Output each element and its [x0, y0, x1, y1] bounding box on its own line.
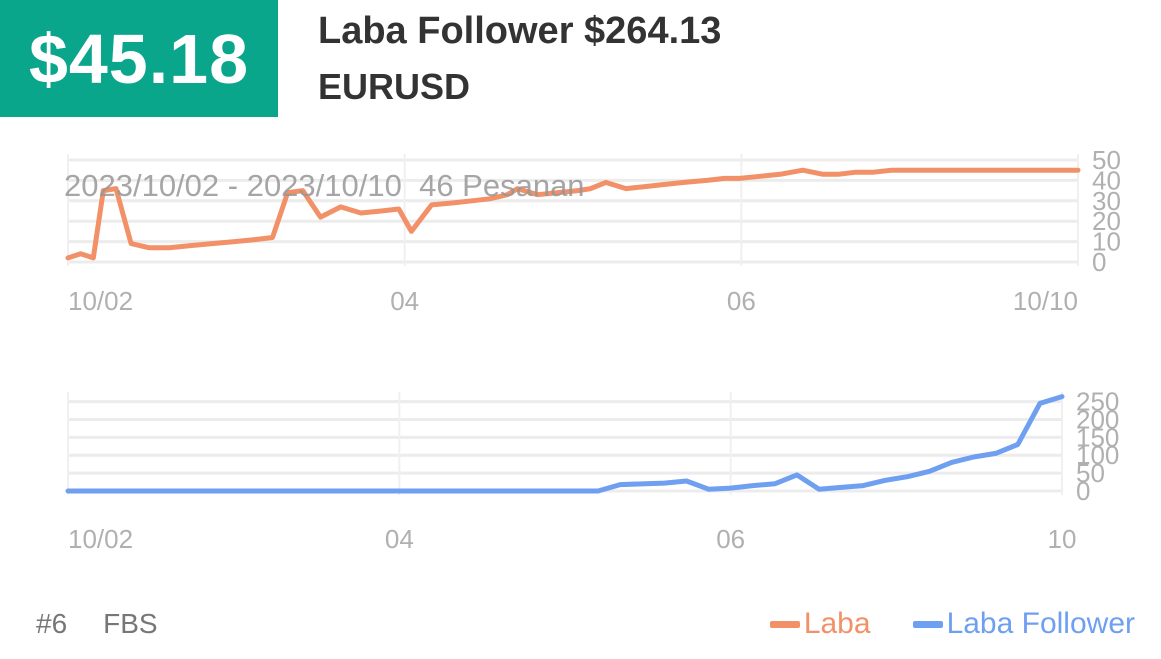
legend-label-laba: Laba: [803, 607, 871, 640]
legend-swatch-follower: [912, 620, 943, 628]
rank-label: #6: [36, 608, 68, 639]
y-tick-label: 10: [1092, 227, 1121, 257]
x-tick-label: 06: [727, 286, 756, 316]
y-tick-label: 250: [1076, 387, 1119, 417]
series-line-laba: [65, 167, 1081, 261]
x-tick-label: 06: [716, 524, 745, 554]
legend-item-follower[interactable]: Laba Follower: [912, 607, 1135, 641]
x-tick-label: 10/02: [68, 524, 133, 554]
y-tick-label: 50: [1076, 458, 1105, 488]
y-tick-label: 150: [1076, 422, 1119, 452]
y-tick-label: 100: [1076, 440, 1119, 470]
x-tick-label: 04: [385, 524, 414, 554]
y-tick-label: 40: [1092, 165, 1121, 195]
symbol-label: EURUSD: [318, 66, 471, 107]
x-tick-label: 04: [390, 286, 419, 316]
balance-badge: $45.18: [0, 0, 278, 117]
y-tick-label: 20: [1092, 206, 1121, 236]
y-tick-label: 0: [1092, 247, 1106, 277]
y-tick-label: 30: [1092, 186, 1121, 216]
date-range-overlay: 2023/10/02 - 2023/10/10 46 Pesanan: [64, 168, 585, 203]
x-tick-label: 10: [1048, 524, 1077, 554]
legend-label-follower: Laba Follower: [946, 607, 1135, 640]
series-line-follower: [65, 394, 1065, 494]
broker-label: FBS: [103, 608, 158, 639]
legend-item-laba[interactable]: Laba: [769, 607, 871, 641]
x-tick-label: 10/10: [1013, 286, 1078, 316]
legend-swatch-laba: [769, 620, 800, 628]
chart-legend: Laba Laba Follower: [728, 607, 1135, 641]
page-title: Laba Follower $264.13: [318, 10, 722, 52]
y-tick-label: 50: [1092, 145, 1121, 175]
y-tick-label: 200: [1076, 404, 1119, 434]
footer-info: #6 FBS: [36, 608, 194, 640]
y-tick-label: 0: [1076, 476, 1090, 506]
x-tick-label: 10/02: [68, 286, 133, 316]
